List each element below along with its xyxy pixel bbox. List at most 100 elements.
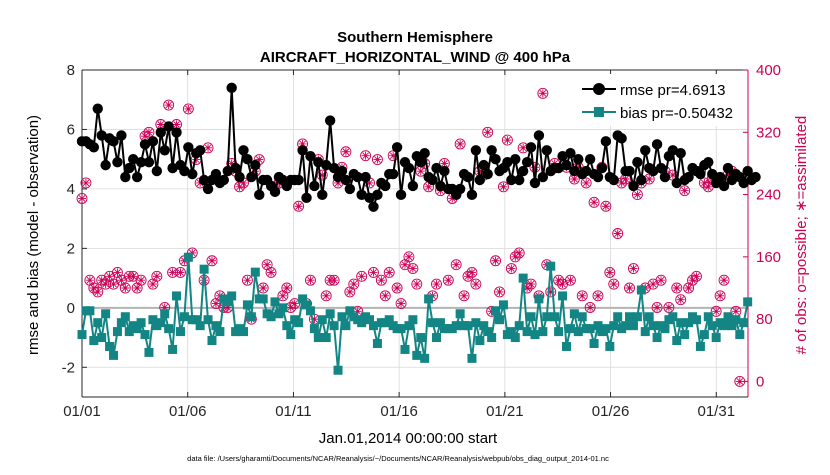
obs-possible-point [403, 251, 415, 263]
x-tick-label: 01/01 [63, 403, 101, 420]
obs-assimilated-point [101, 280, 110, 289]
bias-point [526, 312, 536, 322]
obs-assimilated-point [621, 175, 630, 183]
obs-possible-point [265, 266, 277, 278]
obs-possible-point [241, 274, 253, 286]
bias-point [428, 318, 438, 328]
obs-assimilated-point [211, 299, 220, 308]
obs-assimilated-point [267, 268, 276, 277]
y-tick-label: 8 [67, 62, 75, 79]
bias-point [668, 312, 678, 322]
obs-assimilated-point [668, 171, 677, 180]
rmse-point [628, 180, 639, 192]
bias-point [660, 324, 670, 334]
obs-possible-point [76, 193, 88, 204]
obs-assimilated-point [160, 303, 169, 312]
obs-assimilated-point [460, 291, 469, 300]
rmse-point [128, 153, 139, 165]
bias-point [644, 312, 654, 322]
obs-assimilated-point [712, 307, 721, 316]
bias-point [676, 318, 686, 328]
rmse-point [439, 165, 450, 177]
rmse-point [557, 151, 568, 162]
bias-point [719, 321, 729, 331]
bias-point [77, 330, 87, 340]
obs-assimilated-point [609, 280, 618, 289]
bias-point [601, 324, 611, 334]
rmse-point [659, 171, 671, 183]
rmse-point [293, 174, 304, 186]
bias-point [495, 315, 505, 325]
rmse-point [533, 130, 545, 141]
rmse-point [490, 153, 501, 165]
bias-point [707, 321, 717, 331]
rmse-point [647, 165, 659, 177]
obs-assimilated-point [381, 291, 390, 300]
bias-point [739, 318, 749, 328]
obs-assimilated-point [361, 151, 370, 160]
obs-assimilated-point [574, 163, 583, 172]
rmse-point [238, 145, 249, 156]
rmse-point [462, 171, 474, 183]
bias-point [731, 315, 741, 325]
rmse-point [403, 162, 415, 174]
rmse-point [360, 171, 371, 183]
obs-possible-point [206, 255, 218, 267]
bias-point [432, 333, 442, 343]
obs-possible-point [119, 282, 131, 294]
obs-possible-point [691, 270, 702, 282]
obs-possible-point [584, 302, 596, 313]
bias-point [404, 321, 414, 331]
obs-possible-point [671, 282, 683, 294]
rmse-point [750, 171, 761, 183]
rmse-point [139, 139, 151, 150]
y-tick-label: -2 [62, 359, 75, 376]
rmse-point [675, 148, 686, 159]
bias-point [550, 312, 560, 322]
bias-markers [77, 252, 753, 375]
rmse-point [143, 156, 155, 168]
obs-assimilated-point [345, 287, 354, 296]
rmse-point [742, 165, 753, 177]
obs-assimilated-point [389, 151, 398, 160]
bias-point [691, 315, 701, 325]
bias-point [172, 291, 182, 301]
bias-point [357, 318, 367, 328]
obs-assimilated-point [129, 272, 138, 281]
obs-assimilated-point [369, 268, 378, 277]
bias-point [573, 327, 583, 337]
bias-point [341, 321, 351, 331]
obs-possible-point [305, 274, 316, 286]
bias-point [211, 321, 221, 331]
y-tick-label: 6 [67, 121, 75, 138]
rmse-point [525, 142, 537, 153]
bias-point [215, 327, 225, 337]
bias-point [463, 321, 473, 331]
bias-point [337, 312, 347, 322]
obs-assimilated-point [491, 256, 500, 265]
bias-point [140, 330, 150, 340]
rmse-point [183, 142, 194, 153]
obs-possible-point [163, 99, 175, 111]
bias-point [266, 312, 276, 322]
bias-point [120, 312, 130, 322]
rmse-point [541, 145, 552, 156]
x-tick-label: 01/11 [275, 403, 311, 420]
obs-possible-point [450, 259, 462, 271]
obs-assimilated-point [582, 178, 591, 187]
bias-point [491, 306, 501, 316]
rmse-point [529, 177, 541, 189]
bias-point [542, 312, 552, 322]
footnote: data file: /Users/gharamti/Documents/NCA… [187, 454, 609, 463]
bias-point [455, 309, 465, 319]
obs-assimilated-point [113, 268, 122, 277]
rmse-point [667, 145, 679, 156]
bias-point [238, 327, 248, 337]
obs-possible-point [379, 290, 391, 302]
obs-possible-point [675, 294, 687, 306]
rmse-point [580, 165, 592, 177]
obs-possible-point [525, 278, 537, 290]
bias-point [534, 294, 544, 304]
